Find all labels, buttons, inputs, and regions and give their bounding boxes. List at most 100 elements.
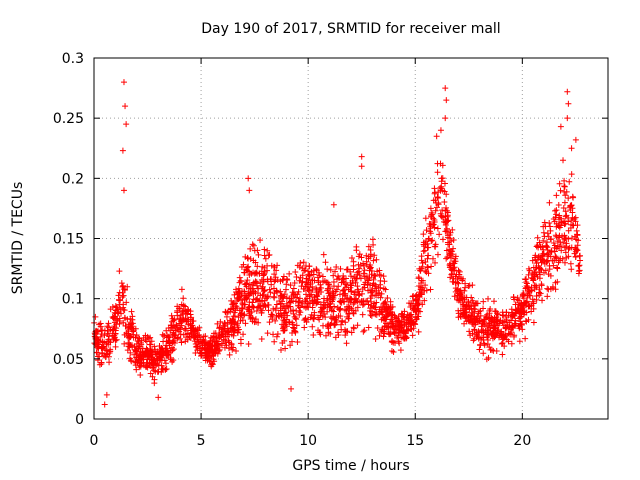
data-point [380, 333, 387, 340]
data-point [560, 157, 567, 164]
data-point [535, 253, 542, 260]
data-point [164, 345, 171, 352]
data-point [443, 247, 450, 254]
data-point [320, 251, 327, 258]
data-point [562, 249, 569, 256]
data-point [372, 335, 379, 342]
data-point [345, 315, 352, 322]
data-point [331, 303, 338, 310]
data-point [292, 315, 299, 322]
data-point [501, 318, 508, 325]
data-point [144, 348, 151, 355]
data-point [240, 331, 247, 338]
data-point [202, 357, 209, 364]
data-point [261, 246, 268, 253]
data-point [473, 315, 480, 322]
data-point [348, 329, 355, 336]
data-point [99, 338, 106, 345]
data-point [537, 265, 544, 272]
data-point [538, 281, 545, 288]
data-point [530, 319, 537, 326]
data-point [97, 320, 104, 327]
data-point [192, 340, 199, 347]
data-point [278, 347, 285, 354]
data-point [431, 216, 438, 223]
data-point [289, 289, 296, 296]
data-point [226, 351, 233, 358]
data-point [561, 244, 568, 251]
data-point [470, 337, 477, 344]
data-point [230, 332, 237, 339]
data-point [561, 221, 568, 228]
data-point [103, 391, 110, 398]
data-point [251, 288, 258, 295]
data-point [561, 177, 568, 184]
data-point [235, 289, 242, 296]
data-point [361, 281, 368, 288]
data-point [284, 302, 291, 309]
data-point [427, 228, 434, 235]
data-point [551, 218, 558, 225]
data-point [156, 343, 163, 350]
data-point [149, 373, 156, 380]
data-point [539, 297, 546, 304]
data-point [395, 333, 402, 340]
data-point [110, 314, 117, 321]
data-point [350, 266, 357, 273]
data-point [327, 266, 334, 273]
data-point [161, 333, 168, 340]
data-point [485, 322, 492, 329]
data-point [223, 313, 230, 320]
data-point [277, 278, 284, 285]
data-point [259, 292, 266, 299]
data-point [290, 324, 297, 331]
data-point [462, 284, 469, 291]
data-point [441, 180, 448, 187]
data-point [305, 271, 312, 278]
data-point [544, 293, 551, 300]
data-point [367, 289, 374, 296]
data-point [380, 285, 387, 292]
data-point [104, 327, 111, 334]
data-point [556, 180, 563, 187]
data-point [303, 279, 310, 286]
data-point [337, 321, 344, 328]
data-point [381, 278, 388, 285]
data-point [438, 185, 445, 192]
data-point [337, 265, 344, 272]
data-point [266, 286, 273, 293]
x-tick-label: 20 [513, 433, 531, 449]
data-point [486, 310, 493, 317]
data-point [439, 236, 446, 243]
data-point [145, 353, 152, 360]
data-point [409, 293, 416, 300]
data-point [262, 255, 269, 262]
data-point [448, 270, 455, 277]
data-point [215, 335, 222, 342]
data-point [179, 311, 186, 318]
data-point [512, 301, 519, 308]
data-point [317, 308, 324, 315]
data-point [540, 251, 547, 258]
data-point [304, 303, 311, 310]
data-point [309, 277, 316, 284]
data-point [236, 279, 243, 286]
data-point [549, 283, 556, 290]
data-point [155, 394, 162, 401]
data-point [537, 290, 544, 297]
y-tick-label: 0.05 [53, 352, 84, 368]
data-point [209, 342, 216, 349]
data-point [572, 246, 579, 253]
data-point [421, 243, 428, 250]
data-point [387, 324, 394, 331]
data-point [381, 330, 388, 337]
data-point [338, 299, 345, 306]
data-point [325, 290, 332, 297]
data-point [485, 295, 492, 302]
data-point [129, 331, 136, 338]
data-point [477, 342, 484, 349]
data-point [271, 338, 278, 345]
data-point [437, 127, 444, 134]
data-point [246, 310, 253, 317]
